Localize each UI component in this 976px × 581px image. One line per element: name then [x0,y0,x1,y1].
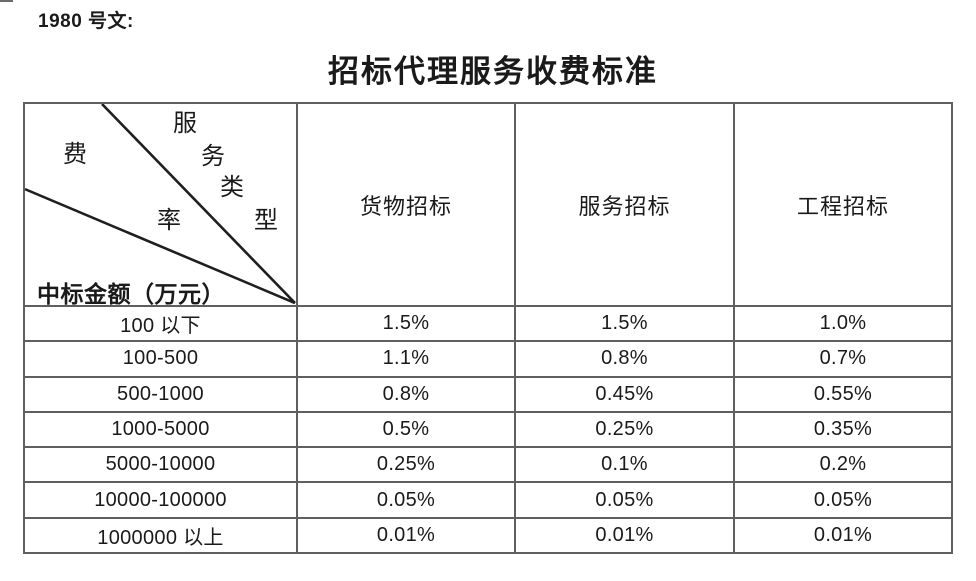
table-row: 100-500 1.1% 0.8% 0.7% [23,340,953,378]
fee-rate-value: 0.35% [733,410,953,449]
table-row: 100 以下 1.5% 1.5% 1.0% [23,304,953,343]
fee-rate-value: 0.1% [514,446,735,484]
fee-rate-value: 0.05% [733,481,953,519]
diag-label-service-char-4: 型 [254,208,278,234]
table-row: 1000000 以上 0.01% 0.01% 0.01% [23,516,953,555]
table-row: 5000-10000 0.25% 0.1% 0.2% [23,446,953,484]
fee-rate-value: 0.8% [514,340,735,378]
fee-rate-value: 0.55% [733,375,953,413]
fee-rate-value: 0.8% [296,375,516,413]
bid-amount-range: 100 以下 [23,304,298,343]
fee-rate-value: 0.25% [514,410,735,449]
bid-amount-range: 1000-5000 [23,410,298,449]
fee-rate-value: 0.7% [733,340,953,378]
fee-rate-value: 1.1% [296,340,516,378]
bid-amount-range: 100-500 [23,340,298,378]
table-row: 10000-100000 0.05% 0.05% 0.05% [23,481,953,519]
document-number-label: 1980 号文: [38,11,134,32]
diag-label-service-char-1: 服 [173,111,197,137]
column-header-engineering-bidding: 工程招标 [733,102,953,307]
fee-rate-value: 0.01% [296,516,516,555]
column-header-service-bidding: 服务招标 [514,102,735,307]
fee-rate-value: 1.5% [514,304,735,343]
bid-amount-range: 1000000 以上 [23,516,298,555]
fee-standard-table: 服 务 类 型 费 率 中标金额（万元） 货物招标 服务招标 工程招标 100 … [23,102,953,555]
page-title: 招标代理服务收费标准 [328,54,658,89]
diag-label-rate-char-2: 率 [157,208,181,234]
fee-rate-value: 0.05% [514,481,735,519]
bid-amount-range: 5000-10000 [23,446,298,484]
page-edge-artifact [0,0,13,2]
fee-rate-value: 1.0% [733,304,953,343]
diagonal-header-cell: 服 务 类 型 费 率 中标金额（万元） [23,102,298,307]
bid-amount-range: 10000-100000 [23,481,298,519]
fee-rate-value: 0.45% [514,375,735,413]
diag-label-bid-amount: 中标金额（万元） [37,282,225,307]
fee-rate-value: 0.01% [514,516,735,555]
column-header-goods-bidding: 货物招标 [296,102,516,307]
table-header-row: 服 务 类 型 费 率 中标金额（万元） 货物招标 服务招标 工程招标 [23,102,953,307]
diag-label-service-char-3: 类 [220,175,244,201]
fee-rate-value: 0.2% [733,446,953,484]
fee-rate-value: 0.5% [296,410,516,449]
fee-rate-value: 0.01% [733,516,953,555]
diag-label-rate-char-1: 费 [63,142,87,168]
bid-amount-range: 500-1000 [23,375,298,413]
fee-rate-value: 0.25% [296,446,516,484]
table-row: 500-1000 0.8% 0.45% 0.55% [23,375,953,413]
diag-label-service-char-2: 务 [201,144,225,170]
fee-rate-value: 0.05% [296,481,516,519]
diagonal-divider-lines [25,104,296,305]
fee-rate-value: 1.5% [296,304,516,343]
table-row: 1000-5000 0.5% 0.25% 0.35% [23,410,953,449]
